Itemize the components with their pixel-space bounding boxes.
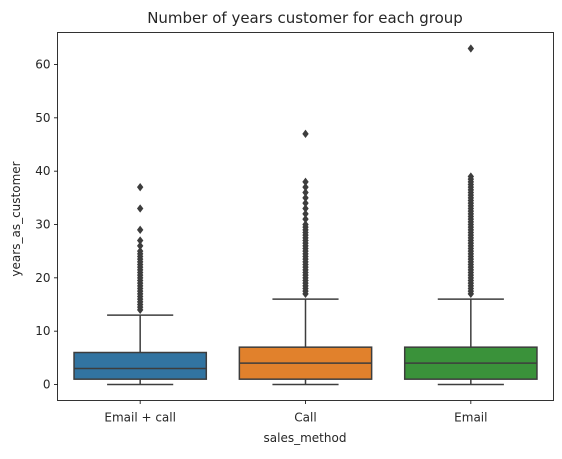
x-tick-label: Call — [294, 411, 316, 425]
outlier-point — [136, 247, 144, 256]
outlier-point — [467, 172, 475, 181]
outlier-point — [136, 236, 144, 245]
outlier-point — [302, 188, 309, 197]
outlier-point — [302, 129, 309, 138]
plot-area — [73, 44, 538, 386]
outlier-point — [302, 204, 309, 213]
outlier-point — [136, 241, 144, 250]
y-tick-label: 40 — [35, 164, 50, 178]
outlier-point — [136, 225, 144, 234]
chart-title: Number of years customer for each group — [147, 9, 463, 27]
x-tick-label: Email + call — [104, 411, 176, 425]
y-axis-label: years_as_customer — [9, 161, 23, 276]
outlier-point — [302, 199, 309, 208]
y-tick-label: 10 — [35, 324, 50, 338]
outlier-point — [302, 215, 309, 224]
x-axis-label: sales_method — [264, 431, 347, 445]
box-email-call — [73, 351, 208, 380]
y-tick-label: 0 — [43, 378, 51, 392]
outlier-point — [467, 44, 475, 53]
outlier-point — [302, 193, 309, 202]
outlier-point — [136, 183, 144, 192]
outlier-point — [302, 183, 309, 192]
x-tick-label: Email — [454, 411, 487, 425]
outlier-point — [136, 204, 144, 213]
y-tick-label: 60 — [35, 58, 50, 72]
y-tick-label: 30 — [35, 218, 50, 232]
outlier-point — [302, 209, 309, 218]
y-tick-label: 50 — [35, 111, 50, 125]
y-tick-label: 20 — [35, 271, 50, 285]
outlier-point — [302, 220, 309, 229]
outlier-point — [302, 177, 309, 186]
